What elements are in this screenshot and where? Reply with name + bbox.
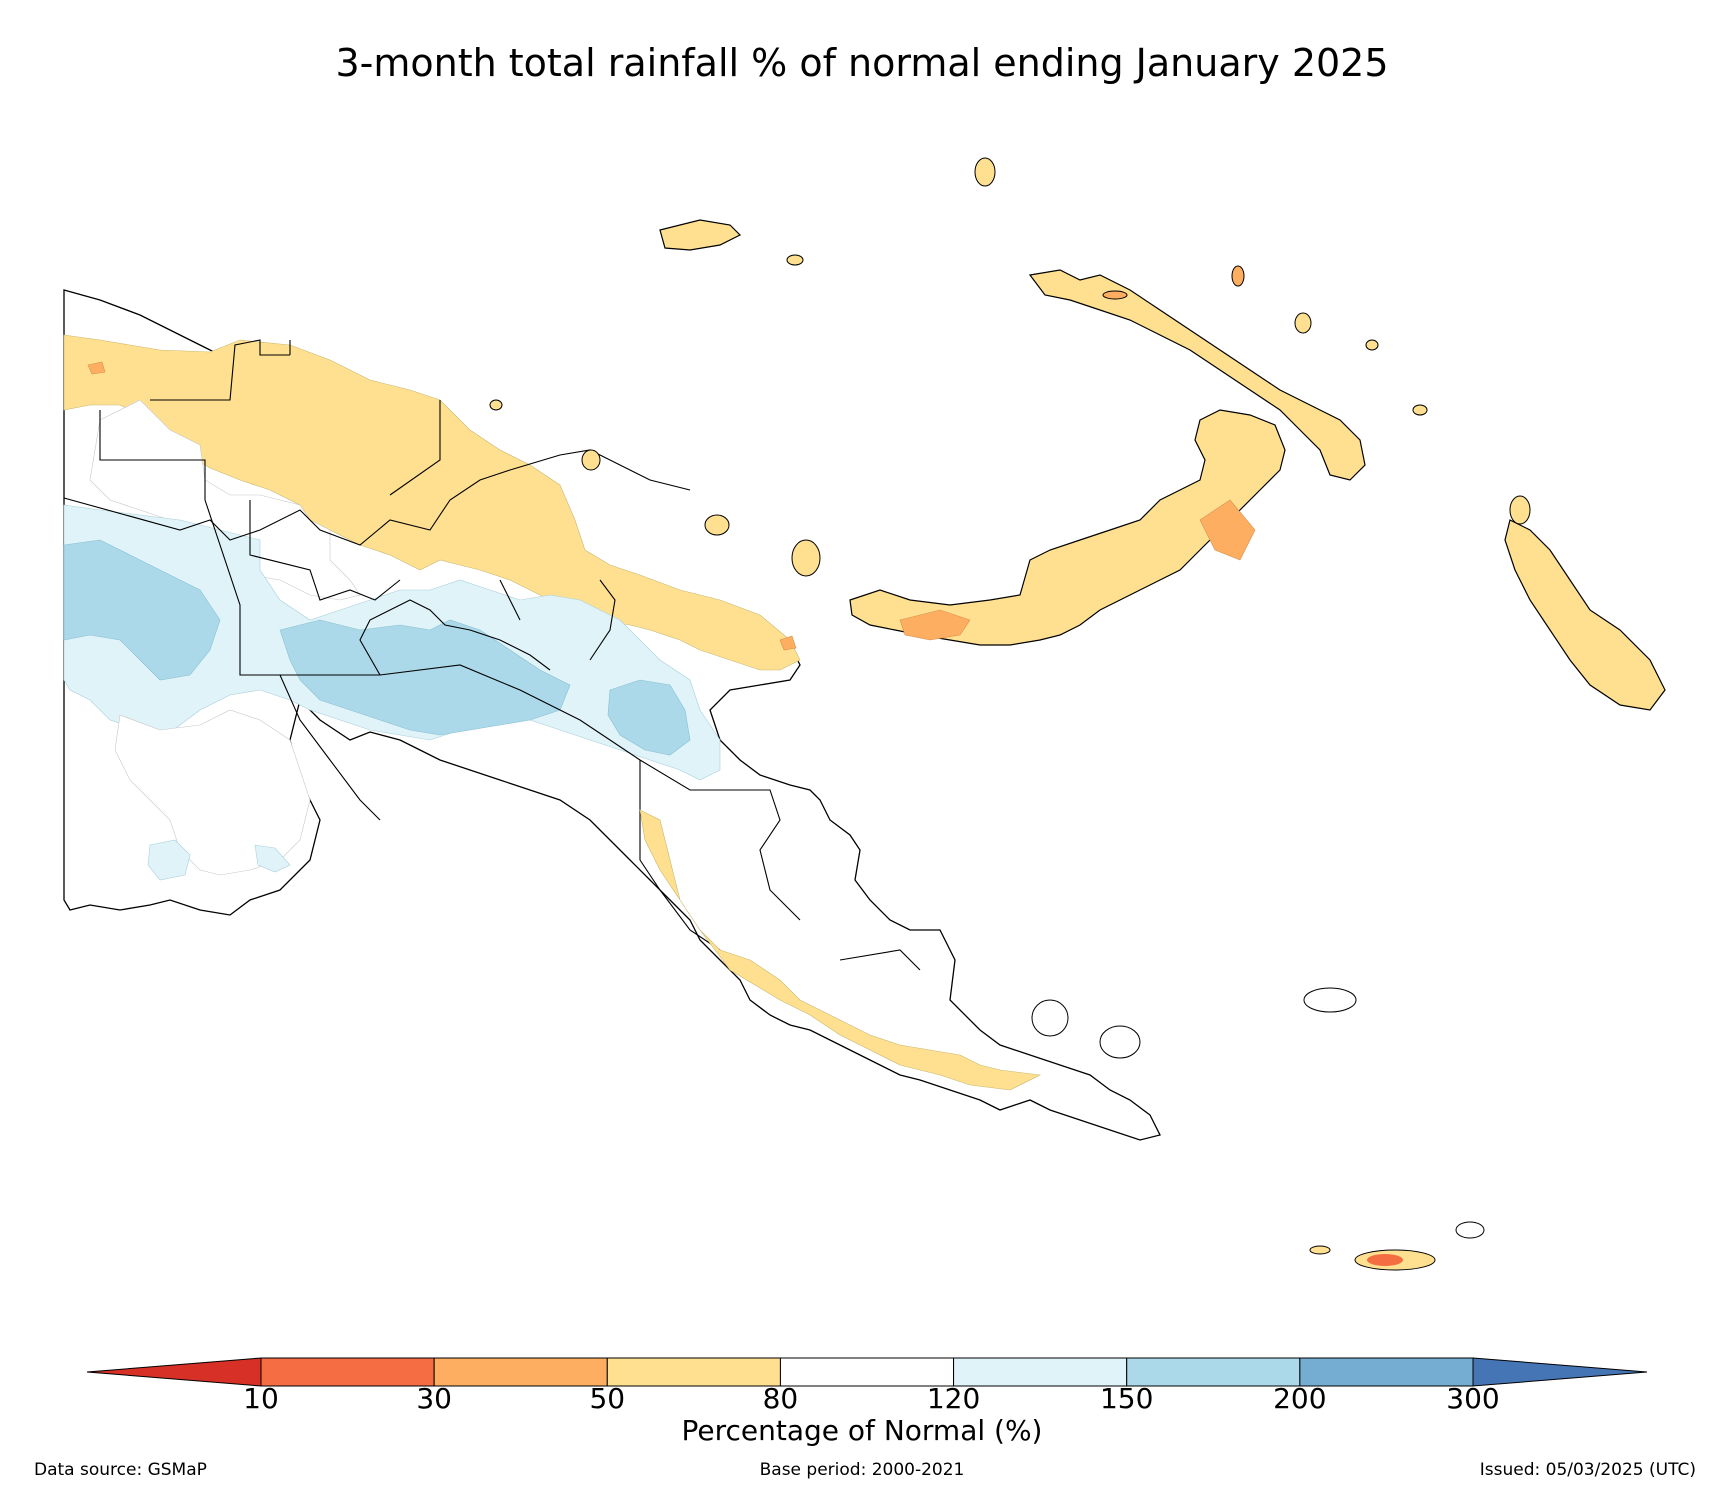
colorbar-tick-label: 50	[589, 1382, 626, 1415]
issued-label: Issued: 05/03/2025 (UTC)	[1479, 1460, 1696, 1480]
island-bougainville-north	[1509, 495, 1531, 525]
manus-island	[659, 219, 742, 251]
new-britain-well-below	[899, 609, 971, 641]
island-trobriand	[1303, 987, 1357, 1013]
island-small-2	[704, 514, 730, 536]
zone-papuan-peninsula-below	[639, 809, 1042, 1091]
island-small-9	[489, 399, 503, 411]
bougainville-island	[1504, 519, 1666, 711]
island-small-4	[1294, 312, 1312, 334]
island-small-1	[581, 449, 601, 471]
zone-sepik-well-below	[87, 361, 106, 375]
colorbar-extend-high	[1472, 1357, 1648, 1387]
colorbar-bin	[1299, 1357, 1474, 1387]
island-admiralty-small	[974, 157, 996, 187]
colorbar-bin	[260, 1357, 435, 1387]
new-britain-east-well-below	[1199, 499, 1256, 561]
zone-west-well-above	[63, 539, 221, 681]
colorbar-bin	[1126, 1357, 1301, 1387]
zone-north-below	[63, 334, 801, 671]
colorbar-tick-label: 300	[1446, 1382, 1500, 1415]
colorbar-label: Percentage of Normal (%)	[681, 1414, 1043, 1447]
colorbar-tick-label: 150	[1099, 1382, 1154, 1415]
colorbar-tick-label: 80	[762, 1382, 799, 1415]
zone-south-above-spot-2	[254, 844, 291, 873]
map-title: 3-month total rainfall % of normal endin…	[335, 41, 1389, 85]
island-small-11	[1309, 1245, 1331, 1255]
island-normanby	[1099, 1025, 1141, 1059]
colorbar-bin	[606, 1357, 781, 1387]
colorbar-tick-label: 200	[1273, 1382, 1327, 1415]
island-small-6	[1102, 290, 1128, 300]
data-source-label: Data source: GSMaP	[34, 1460, 207, 1480]
map-panel	[0, 100, 1724, 1340]
island-small-7	[1412, 404, 1428, 416]
island-fergusson	[1031, 999, 1069, 1037]
colorbar	[0, 1340, 1724, 1400]
colorbar-tick-label: 10	[243, 1382, 279, 1415]
colorbar-tick-label: 120	[926, 1382, 981, 1415]
zone-south-above-spot	[147, 839, 191, 881]
zone-central-well-above	[279, 619, 571, 736]
colorbar-bin	[779, 1357, 955, 1387]
island-small-8	[1365, 339, 1379, 351]
island-small-5	[1231, 265, 1245, 287]
island-rossel-well-below	[1367, 1254, 1403, 1266]
colorbar-tick-label: 30	[416, 1382, 452, 1415]
island-small-10	[786, 254, 804, 266]
colorbar-ticks: 10 30 50 80 120 150 200 300	[0, 1382, 1724, 1422]
zone-morobe-well-below	[779, 635, 797, 651]
island-woodlark	[1455, 1221, 1485, 1239]
new-ireland-island	[1028, 269, 1366, 481]
base-period-label: Base period: 2000-2021	[759, 1460, 965, 1480]
colorbar-graphic	[86, 1357, 1648, 1387]
island-small-3	[791, 539, 821, 577]
new-britain-island	[849, 409, 1286, 646]
png-map	[63, 157, 1666, 1271]
zone-east-well-above	[607, 679, 691, 756]
colorbar-bin	[953, 1357, 1128, 1387]
